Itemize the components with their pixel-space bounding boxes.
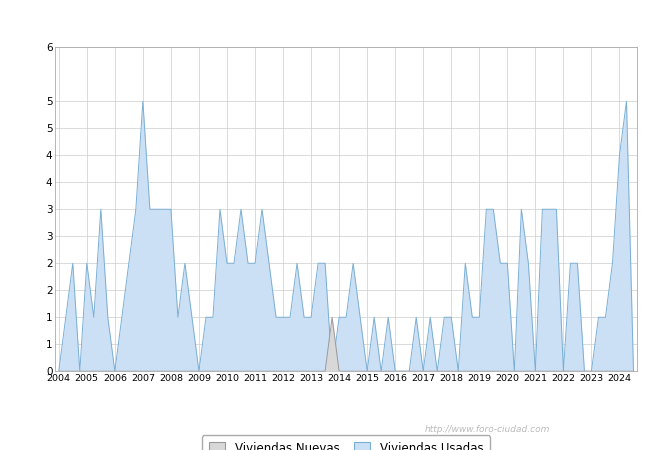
Legend: Viviendas Nuevas, Viviendas Usadas: Viviendas Nuevas, Viviendas Usadas xyxy=(202,435,491,450)
Text: http://www.foro-ciudad.com: http://www.foro-ciudad.com xyxy=(425,425,550,434)
Text: Deza - Evolucion del Nº de Transacciones Inmobiliarias: Deza - Evolucion del Nº de Transacciones… xyxy=(99,14,551,28)
